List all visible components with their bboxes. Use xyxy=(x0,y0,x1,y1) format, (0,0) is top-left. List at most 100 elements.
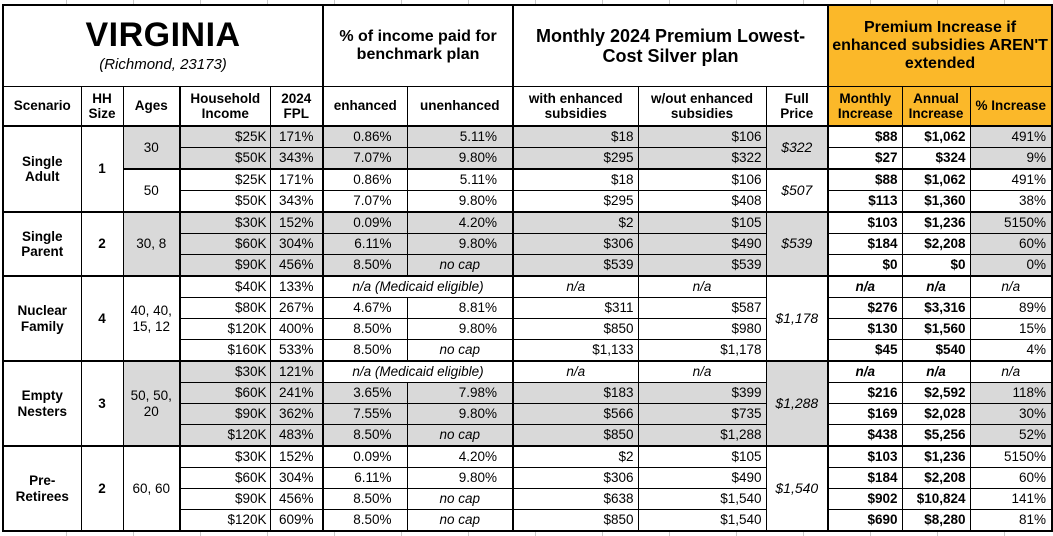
cell-without-enhanced-subsidies: $539 xyxy=(637,254,767,277)
cell-pct-increase: 52% xyxy=(969,424,1053,447)
cell-without-enhanced-subsidies: $735 xyxy=(637,403,767,425)
cell-with-enhanced-subsidies: $18 xyxy=(512,125,639,148)
cell-hh-size: 2 xyxy=(80,445,124,532)
cell-pct-income-enhanced: 6.11% xyxy=(322,467,408,489)
cell-annual-increase: $8,280 xyxy=(901,509,971,532)
cell-pct-increase: 9% xyxy=(969,147,1053,170)
group-header-premium: Monthly 2024 Premium Lowest-Cost Silver … xyxy=(512,4,830,87)
cell-fpl: 343% xyxy=(269,147,325,170)
cell-pct-income-enhanced: 0.86% xyxy=(322,125,408,148)
cell-without-enhanced-subsidies: $105 xyxy=(637,211,767,234)
cell-annual-increase: $540 xyxy=(901,339,971,362)
cell-annual-increase: $3,316 xyxy=(901,297,971,319)
cell-without-enhanced-subsidies: n/a xyxy=(637,275,767,298)
cell-pct-increase: 81% xyxy=(969,509,1053,532)
table-row: $60K 241% 3.65% 7.98% $183 $399 $216 $2,592 118% xyxy=(3,382,1053,404)
cell-household-income: $80K xyxy=(179,297,271,319)
cell-monthly-increase: $184 xyxy=(827,467,903,489)
cell-fpl: 304% xyxy=(269,233,325,255)
col-header-pct-increase: % Increase xyxy=(969,86,1053,127)
column-header-row: Scenario HH Size Ages Household Income 2… xyxy=(2,86,1053,127)
cell-pct-income-enhanced: 0.09% xyxy=(322,445,408,468)
cell-with-enhanced-subsidies: $2 xyxy=(512,211,639,234)
cell-pct-income-unenhanced: no cap xyxy=(406,254,515,277)
cell-with-enhanced-subsidies: $306 xyxy=(512,467,639,489)
cell-monthly-increase: $103 xyxy=(827,211,903,234)
cell-pct-increase: 118% xyxy=(969,382,1053,404)
group-header-row: VIRGINIA (Richmond, 23173) % of income p… xyxy=(2,4,1053,87)
cell-pct-increase: 15% xyxy=(969,318,1053,340)
cell-monthly-increase: $88 xyxy=(827,125,903,148)
cell-ages: 40, 40, 15, 12 xyxy=(122,275,181,362)
cell-without-enhanced-subsidies: $490 xyxy=(637,467,767,489)
cell-fpl: 456% xyxy=(269,488,325,510)
group-header-premium-increase: Premium Increase if enhanced subsidies A… xyxy=(827,4,1053,87)
table-row: $120K 400% 8.50% 9.80% $850 $980 $130 $1,560 15% xyxy=(3,318,1053,340)
cell-household-income: $120K xyxy=(179,509,271,532)
col-header-hh-size: HH Size xyxy=(80,86,124,127)
cell-pct-income-enhanced: 3.65% xyxy=(322,382,408,404)
cell-scenario: Empty Nesters xyxy=(2,360,82,447)
cell-without-enhanced-subsidies: $106 xyxy=(637,168,767,191)
cell-household-income: $90K xyxy=(179,488,271,510)
col-header-fpl: 2024 FPL xyxy=(269,86,325,127)
col-header-without-enhanced-subsidies: w/out enhanced subsidies xyxy=(637,86,767,127)
cell-monthly-increase: $184 xyxy=(827,233,903,255)
cell-pct-increase: n/a xyxy=(969,275,1053,298)
group-header-pct-income: % of income paid for benchmark plan xyxy=(322,4,515,87)
spreadsheet-gridline-strip-bottom xyxy=(0,532,1053,536)
cell-pct-income-unenhanced: 9.80% xyxy=(406,147,515,170)
cell-full-price: $1,288 xyxy=(765,360,830,447)
cell-pct-income-enhanced: 8.50% xyxy=(322,318,408,340)
cell-annual-increase: n/a xyxy=(901,275,971,298)
cell-medicaid-note: n/a (Medicaid eligible) xyxy=(322,275,515,298)
table-row: Nuclear Family 4 40, 40, 15, 12 $40K 133% n/a… xyxy=(2,275,1053,362)
premium-table: VIRGINIA (Richmond, 23173) % of income p… xyxy=(2,4,1053,532)
cell-full-price: $1,178 xyxy=(765,275,830,362)
cell-household-income: $160K xyxy=(179,339,271,362)
cell-fpl: 133% xyxy=(269,275,325,298)
cell-fpl: 241% xyxy=(269,382,325,404)
table-title: VIRGINIA (Richmond, 23173) xyxy=(2,4,325,87)
cell-ages: 30 xyxy=(122,125,181,170)
cell-ages: 30, 8 xyxy=(122,211,181,277)
cell-annual-increase: $1,236 xyxy=(901,445,971,468)
location-subtitle: (Richmond, 23173) xyxy=(99,55,227,73)
cell-pct-income-unenhanced: 5.11% xyxy=(406,168,515,191)
cell-household-income: $30K xyxy=(179,445,271,468)
cell-without-enhanced-subsidies: $106 xyxy=(637,125,767,148)
cell-with-enhanced-subsidies: n/a xyxy=(512,360,639,383)
cell-fpl: 343% xyxy=(269,190,325,213)
cell-pct-income-enhanced: 7.07% xyxy=(322,190,408,213)
cell-pct-increase: 60% xyxy=(969,467,1053,489)
cell-pct-income-unenhanced: 9.80% xyxy=(406,318,515,340)
cell-pct-income-enhanced: 8.50% xyxy=(322,509,408,532)
cell-annual-increase: n/a xyxy=(901,360,971,383)
cell-without-enhanced-subsidies: $322 xyxy=(637,147,767,170)
cell-monthly-increase: $27 xyxy=(827,147,903,170)
cell-with-enhanced-subsidies: $311 xyxy=(512,297,639,319)
cell-full-price: $322 xyxy=(765,125,830,170)
cell-annual-increase: $2,028 xyxy=(901,403,971,425)
cell-monthly-increase: $0 xyxy=(827,254,903,277)
cell-pct-income-unenhanced: no cap xyxy=(406,339,515,362)
cell-fpl: 483% xyxy=(269,424,325,447)
cell-pct-income-unenhanced: 4.20% xyxy=(406,445,515,468)
cell-monthly-increase: n/a xyxy=(827,275,903,298)
cell-with-enhanced-subsidies: $850 xyxy=(512,424,639,447)
cell-pct-income-enhanced: 7.07% xyxy=(322,147,408,170)
cell-with-enhanced-subsidies: $295 xyxy=(512,190,639,213)
cell-fpl: 267% xyxy=(269,297,325,319)
cell-annual-increase: $2,208 xyxy=(901,467,971,489)
col-header-full-price: Full Price xyxy=(765,86,830,127)
cell-pct-income-enhanced: 0.09% xyxy=(322,211,408,234)
table-row: $90K 456% 8.50% no cap $638 $1,540 $902 $10,824… xyxy=(3,488,1053,510)
cell-pct-increase: 38% xyxy=(969,190,1053,213)
col-header-with-enhanced-subsidies: with enhanced subsidies xyxy=(512,86,639,127)
table-row: Pre-Retirees 2 60, 60 $30K 152% 0.09% 4.20% $2 $… xyxy=(2,445,1053,532)
cell-pct-income-unenhanced: 7.98% xyxy=(406,382,515,404)
cell-pct-income-enhanced: 0.86% xyxy=(322,168,408,191)
spreadsheet-gridline-strip-top xyxy=(0,0,1053,4)
cell-monthly-increase: $169 xyxy=(827,403,903,425)
cell-without-enhanced-subsidies: $105 xyxy=(637,445,767,468)
